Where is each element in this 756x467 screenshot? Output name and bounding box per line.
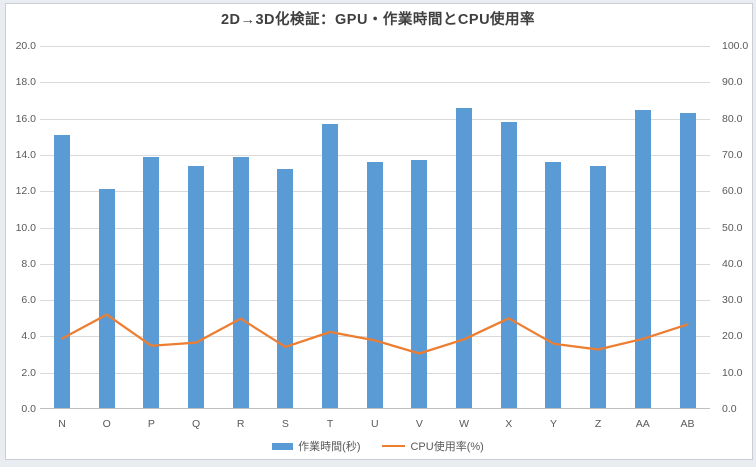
bar-X <box>500 122 517 409</box>
tick-right-tick: 60.0 <box>722 185 743 198</box>
bar-V <box>411 160 428 409</box>
bar-U <box>366 162 383 409</box>
tick-left-tick: 4.0 <box>21 330 36 343</box>
bar-O <box>98 189 115 409</box>
bar-Y <box>545 162 562 409</box>
tick-right-tick: 30.0 <box>722 294 743 307</box>
category-label-Q: Q <box>191 418 201 430</box>
bar-AA <box>634 109 651 409</box>
legend-label-cpu-usage: CPU使用率(%) <box>410 441 484 453</box>
category-label-W: W <box>459 418 470 430</box>
bar-series-swatch-icon <box>272 442 294 450</box>
chart-title: 2D→3D化検証：GPU・作業時間とCPU使用率 <box>220 12 536 28</box>
category-label-T: T <box>326 418 334 430</box>
category-label-O: O <box>102 418 111 430</box>
legend-label-work-time: 作業時間(秒) <box>298 441 361 453</box>
tick-left-tick: 0.0 <box>21 403 36 415</box>
legend-item-work-time: 作業時間(秒) <box>272 438 360 454</box>
bar-S <box>277 169 294 409</box>
category-label-Z: Z <box>594 418 602 430</box>
gridline <box>40 154 710 156</box>
tick-left-tick: 16.0 <box>15 112 36 125</box>
category-label-S: S <box>281 418 289 430</box>
x-axis-line <box>40 408 710 409</box>
tick-right-tick: 0.0 <box>722 403 737 415</box>
cpu-usage-line <box>60 313 689 355</box>
bar-N <box>54 134 70 409</box>
tick-left-tick: 8.0 <box>21 257 36 270</box>
tick-right-tick: 80.0 <box>722 112 743 125</box>
gridline <box>40 118 710 120</box>
category-label-AB: AB <box>680 418 695 430</box>
category-label-V: V <box>415 418 423 430</box>
tick-left-tick: 10.0 <box>15 221 36 234</box>
tick-left-tick: 6.0 <box>21 294 36 307</box>
tick-left-tick: 20.0 <box>15 40 36 52</box>
category-label-AA: AA <box>635 418 650 430</box>
plot-area <box>40 46 710 409</box>
tick-left-tick: 2.0 <box>21 366 36 379</box>
tick-right-tick: 40.0 <box>722 257 743 270</box>
bar-T <box>322 124 339 409</box>
tick-right-tick: 20.0 <box>722 330 743 343</box>
tick-left-tick: 12.0 <box>15 185 36 198</box>
gridline <box>40 82 710 84</box>
line-series-swatch-icon <box>382 444 406 448</box>
category-label-P: P <box>147 418 155 430</box>
tick-left-tick: 14.0 <box>15 148 36 161</box>
legend: 作業時間(秒) CPU使用率(%) <box>0 438 756 454</box>
tick-right-tick: 90.0 <box>722 76 743 89</box>
tick-right-tick: 70.0 <box>722 148 743 161</box>
tick-right-tick: 50.0 <box>722 221 743 234</box>
bar-Q <box>188 165 205 409</box>
category-label-R: R <box>236 418 245 430</box>
bar-W <box>456 107 473 409</box>
category-label-X: X <box>505 418 513 430</box>
line-series <box>60 313 689 355</box>
tick-right-tick: 10.0 <box>722 366 743 379</box>
category-label-Y: Y <box>549 418 557 430</box>
gridline <box>40 46 710 47</box>
category-label-U: U <box>370 418 379 430</box>
tick-left-tick: 18.0 <box>15 76 36 89</box>
bar-R <box>232 156 249 409</box>
tick-right-tick: 100.0 <box>722 40 749 52</box>
bar-AB <box>679 113 696 409</box>
category-label-N: N <box>58 418 66 430</box>
legend-item-cpu-usage: CPU使用率(%) <box>382 438 484 454</box>
